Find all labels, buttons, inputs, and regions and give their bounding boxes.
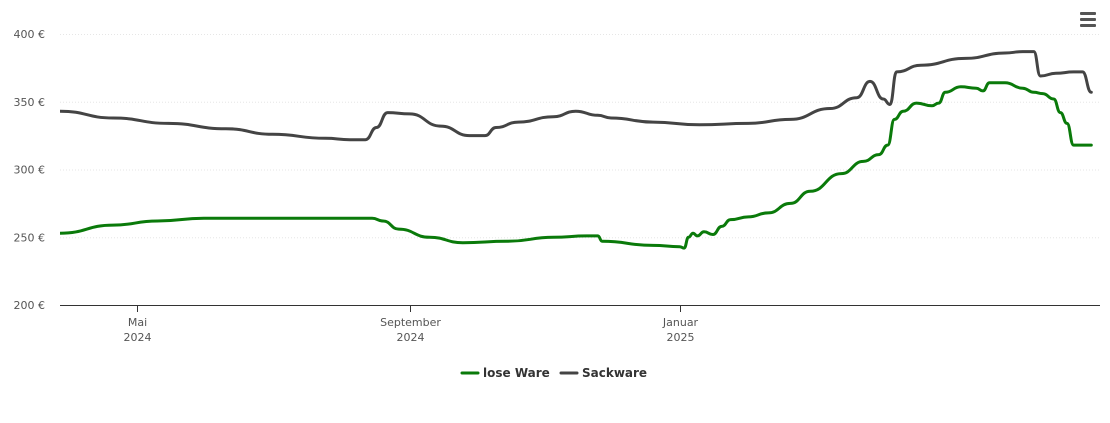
y-tick-label: 300 € [14,164,46,177]
x-tick-year-label: 2024 [124,331,152,344]
series-line-sackware[interactable] [60,50,1093,142]
y-tick-label: 200 € [14,299,46,312]
legend-label: Sackware [582,366,647,380]
x-tick-year-label: 2025 [667,331,695,344]
x-tick-label: Januar [662,316,699,329]
y-tick-label: 250 € [14,231,46,244]
series-line-lose-ware[interactable] [60,81,1093,250]
legend[interactable]: lose Ware Sackware [460,366,647,380]
legend-item-lose-ware[interactable]: lose Ware [460,366,550,380]
legend-item-sackware[interactable]: Sackware [559,366,647,380]
x-tick-label: September [380,316,441,329]
hamburger-menu-icon[interactable] [1078,12,1100,30]
x-tick-label: Mai [128,316,147,329]
x-axis-ticks: Mai 2024 September 2024 Januar 2025 [124,305,699,344]
series-lines [60,50,1093,250]
x-tick-year-label: 2024 [397,331,425,344]
y-axis-ticks: 200 € 250 € 300 € 350 € 400 € [14,28,46,312]
grid-lines [60,34,1100,239]
y-tick-label: 350 € [14,96,46,109]
legend-label: lose Ware [483,366,550,380]
y-tick-label: 400 € [14,28,46,41]
